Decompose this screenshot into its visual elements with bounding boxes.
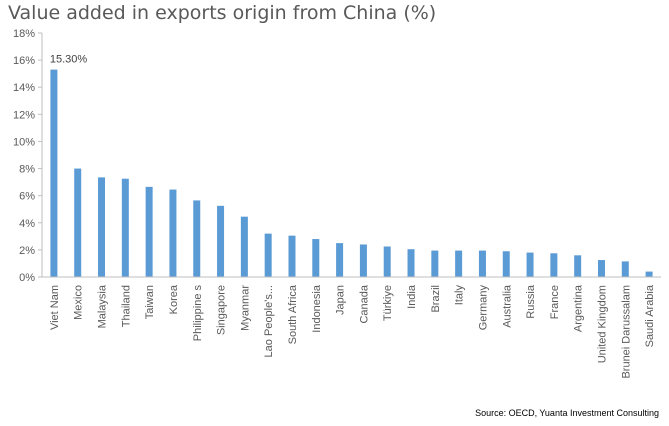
bar	[145, 186, 153, 277]
bars	[50, 69, 653, 277]
bar	[478, 250, 486, 277]
x-tick-label: Myanmar	[239, 285, 251, 331]
bar	[359, 244, 367, 277]
bar	[574, 255, 582, 277]
x-tick-label: Italy	[454, 285, 466, 306]
bar	[288, 235, 296, 277]
bar	[169, 189, 177, 277]
y-tick-label: 18%	[13, 28, 35, 40]
bar	[550, 253, 558, 277]
bar	[264, 233, 272, 277]
data-labels: 15.30%	[50, 54, 88, 66]
x-tick-label: Mexico	[73, 285, 85, 320]
x-tick-label: Viet Nam	[49, 285, 61, 330]
chart-title: Value added in exports origin from China…	[8, 2, 437, 24]
bar	[217, 205, 225, 277]
bar	[383, 246, 391, 277]
y-tick-label: 10%	[13, 136, 35, 148]
x-tick-label: Brazil	[430, 285, 442, 313]
x-tick-label: Russia	[525, 284, 537, 319]
bar	[336, 243, 344, 277]
x-tick-label: Brunei Darussalam	[620, 285, 632, 379]
x-tick-label: France	[549, 285, 561, 319]
bar	[240, 216, 248, 277]
x-tick-label: Indonesia	[311, 284, 323, 333]
x-tick-label: Lao People's...	[263, 285, 275, 357]
bar	[455, 250, 463, 277]
bar	[645, 271, 653, 277]
source-note: Source: OECD, Yuanta Investment Consulti…	[475, 408, 659, 418]
y-axis: 0% 2% 4% 6% 8% 10% 12% 14% 16% 18%	[13, 28, 43, 284]
x-tick-label: India	[406, 284, 418, 309]
bar	[193, 200, 201, 277]
bar	[98, 177, 106, 277]
x-tick-label: Türkiye	[382, 285, 394, 321]
bar	[597, 260, 605, 277]
x-tick-label: Japan	[335, 285, 347, 315]
bar	[50, 69, 58, 277]
bar	[431, 250, 439, 277]
y-tick-label: 14%	[13, 82, 35, 94]
x-tick-label: Korea	[168, 284, 180, 314]
x-tick-label: Singapore	[216, 285, 228, 335]
x-tick-label: Australia	[501, 284, 513, 328]
bar	[502, 251, 510, 277]
x-tick-label: Canada	[358, 284, 370, 323]
x-tick-label: United Kingdom	[596, 285, 608, 363]
x-tick-label: Argentina	[573, 284, 585, 332]
y-tick-label: 0%	[19, 272, 35, 284]
bar	[526, 252, 534, 277]
y-tick-label: 8%	[19, 164, 35, 176]
x-tick-label: Philippine s	[192, 285, 204, 342]
y-tick-label: 4%	[19, 218, 35, 230]
data-label: 15.30%	[50, 54, 88, 66]
bar	[121, 178, 129, 277]
x-tick-label: Taiwan	[144, 285, 156, 319]
y-tick-label: 12%	[13, 109, 35, 121]
y-tick-label: 2%	[19, 245, 35, 257]
x-tick-label: Saudi Arabia	[644, 284, 656, 347]
bar	[312, 239, 320, 277]
bar	[621, 261, 629, 277]
bar	[74, 168, 82, 277]
x-tick-label: Thailand	[120, 285, 132, 327]
bar	[407, 249, 415, 277]
x-tick-label: Germany	[477, 285, 489, 331]
x-axis: Viet Nam Mexico Malaysia Thailand Taiwan Kore…	[42, 276, 661, 379]
y-tick-label: 16%	[13, 55, 35, 67]
x-tick-label: Malaysia	[97, 284, 109, 328]
y-tick-label: 6%	[19, 191, 35, 203]
x-tick-label: South Africa	[287, 284, 299, 344]
